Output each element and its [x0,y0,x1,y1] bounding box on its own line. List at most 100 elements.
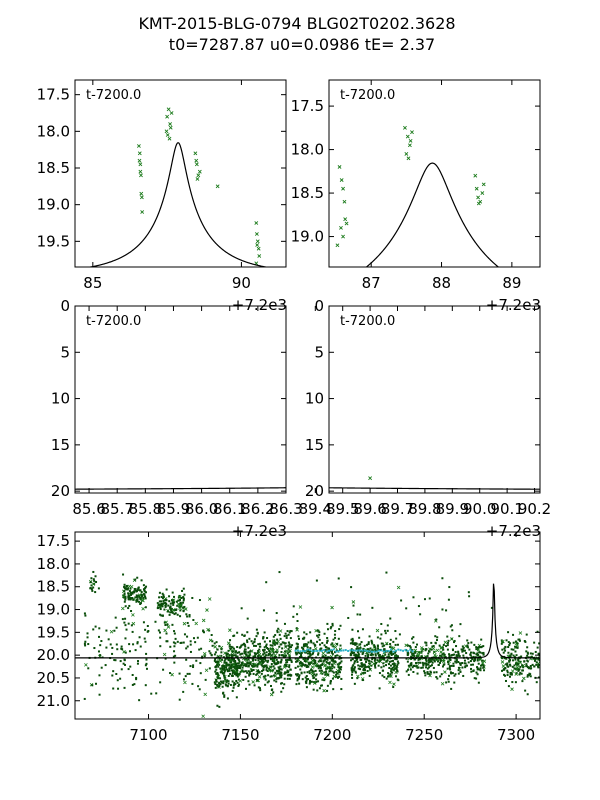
data-point [246,641,249,644]
data-point [357,630,360,633]
model-curve [75,487,286,490]
data-point [269,644,272,647]
cyan-data-point [330,648,333,651]
data-point [336,672,339,675]
data-point [509,671,512,674]
data-point [261,661,264,664]
data-point [462,649,465,652]
data-point [297,677,300,680]
data-point [350,667,353,670]
cyan-data-point [371,650,374,653]
data-point [303,659,306,662]
data-point [179,603,182,606]
data-point [144,664,147,667]
x-tick-label: 7300 [497,726,535,744]
data-point [373,644,376,647]
data-point [324,649,327,652]
data-point [197,169,202,174]
data-point [307,665,310,668]
data-point [463,659,466,662]
data-point [206,627,210,632]
data-point [353,662,356,665]
data-point [518,631,523,635]
data-point [408,645,411,648]
data-point [237,685,240,688]
data-point [331,624,334,627]
data-point [425,648,428,651]
data-point [235,672,238,675]
data-point [179,605,182,608]
data-point [120,645,123,648]
data-point [466,644,469,647]
data-point [389,638,392,641]
data-point [161,597,164,600]
data-point [482,665,485,668]
data-point [221,685,224,688]
x-tick-label: 90.0 [463,500,496,518]
data-point [472,669,475,672]
data-point [501,669,504,672]
time-offset-annotation: t-7200.0 [340,314,395,329]
data-point [157,629,160,632]
data-point [111,674,114,677]
data-point [533,665,536,668]
data-point [416,653,420,657]
data-point [272,691,275,694]
data-point [277,672,280,675]
data-point [262,650,265,653]
data-point [305,633,308,636]
data-point [171,608,176,612]
data-point [196,173,201,178]
data-point [273,667,276,670]
data-point [125,628,128,631]
chart-title-line1: KMT-2015-BLG-0794 BLG02T0202.3628 [138,14,455,33]
data-point [240,669,244,673]
data-point [233,666,236,669]
data-point [165,588,168,591]
cyan-data-point [339,649,342,652]
data-point [505,657,508,660]
data-point [216,661,219,664]
data-point [394,667,397,670]
data-point [222,664,225,667]
data-point [264,683,267,686]
data-point [503,667,506,670]
data-point [246,631,249,634]
data-point [243,643,246,646]
cyan-data-point [402,649,405,652]
data-point [407,143,412,148]
data-point [223,676,226,679]
data-point [235,696,238,699]
data-point [143,593,146,596]
data-point [390,653,393,656]
data-point [191,682,194,685]
data-point [226,668,229,671]
data-point [396,643,399,646]
data-point [306,658,309,661]
data-point [229,683,232,686]
data-point [155,692,158,695]
data-point [123,590,126,593]
data-point [225,666,228,669]
data-point [127,595,130,598]
data-point [436,660,439,663]
data-point [332,659,335,662]
data-point [249,661,252,664]
data-point [521,664,524,667]
data-point [515,643,520,647]
data-point [510,648,513,651]
data-point [536,646,539,649]
data-point [138,169,143,174]
data-point [296,674,299,677]
data-point [472,655,475,658]
data-point [275,680,278,683]
data-point [162,668,165,671]
data-point [187,624,190,627]
plot-area [329,476,540,490]
data-point [468,595,471,598]
data-point [278,669,281,672]
data-point [310,680,313,683]
x-tick-label: 89.4 [299,500,332,518]
data-point [333,633,336,636]
data-point [284,663,287,666]
